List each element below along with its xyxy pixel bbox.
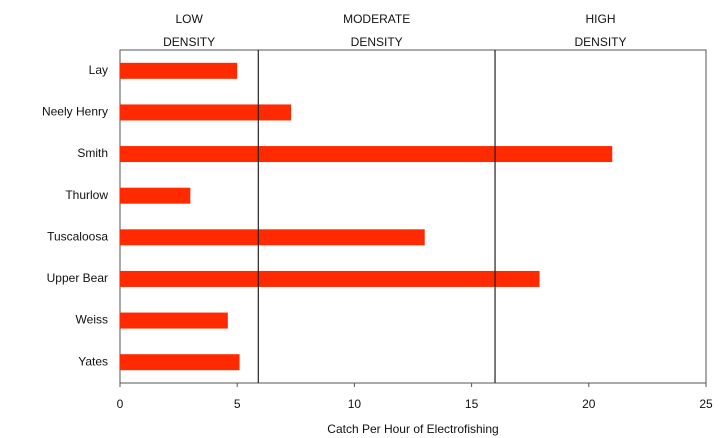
y-tick-label: Neely Henry [42, 105, 108, 119]
region-label: DENSITY [575, 35, 627, 49]
x-tick-label: 15 [465, 397, 479, 411]
bar [120, 312, 228, 329]
x-tick-label: 10 [348, 397, 362, 411]
bar [120, 62, 238, 79]
x-tick-label: 25 [699, 397, 713, 411]
bar [120, 146, 613, 163]
bar [120, 354, 240, 371]
y-tick-label: Lay [89, 63, 108, 77]
x-tick-label: 20 [582, 397, 596, 411]
region-label: HIGH [586, 12, 616, 26]
bar [120, 270, 540, 287]
region-label: DENSITY [351, 35, 403, 49]
region-label: MODERATE [343, 12, 410, 26]
x-tick-label: 5 [234, 397, 241, 411]
y-tick-label: Yates [78, 354, 108, 368]
region-label: LOW [175, 12, 203, 26]
bar [120, 187, 191, 204]
x-axis-label: Catch Per Hour of Electrofishing [327, 422, 498, 436]
region-label: DENSITY [163, 35, 215, 49]
bar [120, 229, 425, 246]
y-tick-label: Tuscaloosa [47, 229, 108, 243]
y-tick-label: Weiss [76, 313, 108, 327]
plot-frame [119, 49, 707, 384]
bar [120, 104, 292, 121]
x-tick-label: 0 [117, 397, 124, 411]
y-tick-label: Upper Bear [47, 271, 108, 285]
y-tick-label: Thurlow [65, 188, 108, 202]
y-tick-label: Smith [77, 146, 108, 160]
